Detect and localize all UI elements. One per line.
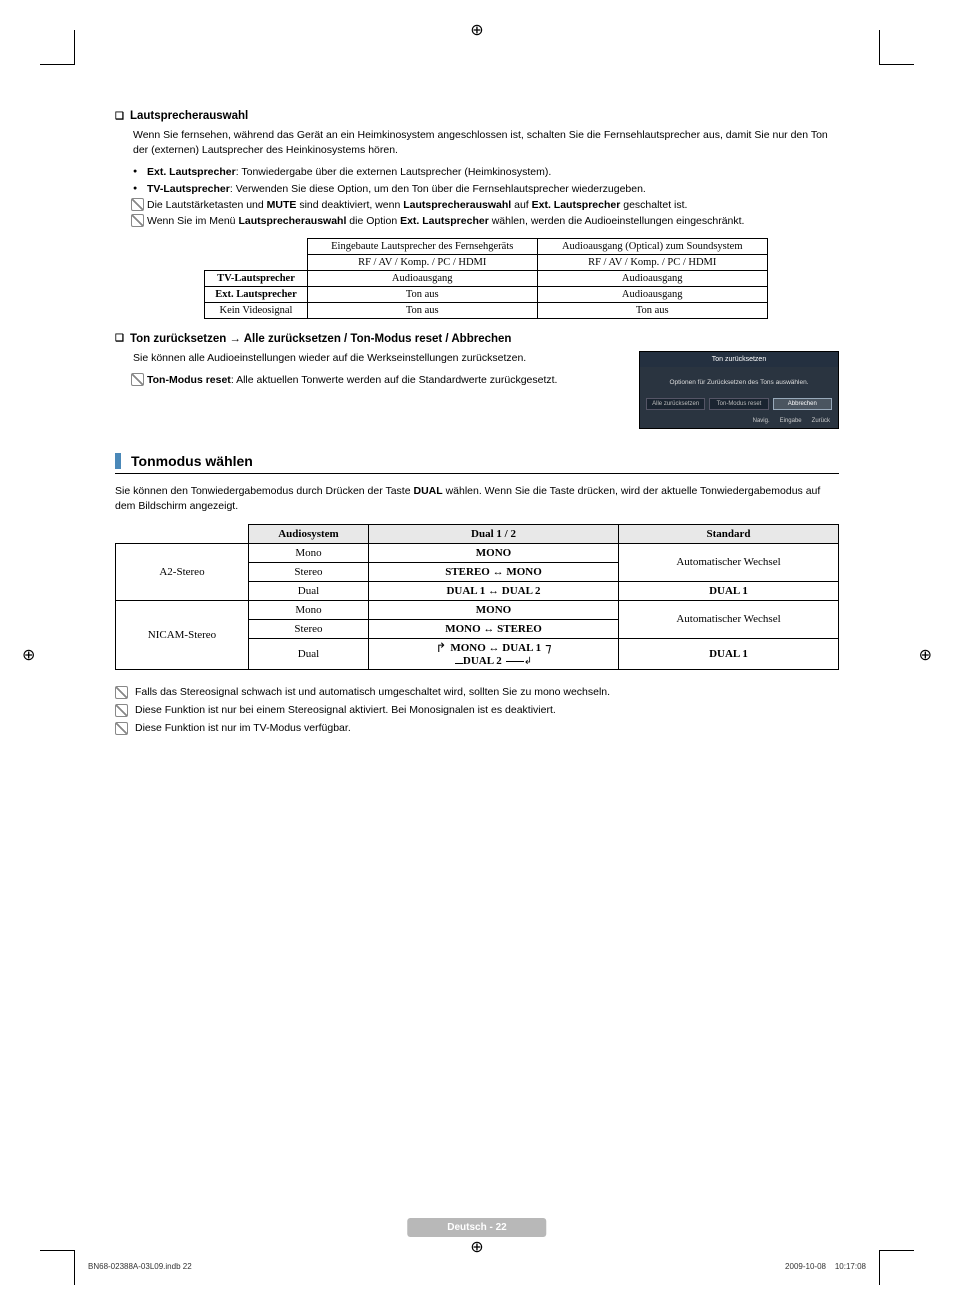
cell: DUAL 1 (619, 638, 839, 669)
osd-foot-enter: Eingabe (780, 418, 802, 424)
cell: Ton aus (537, 302, 767, 318)
bullet-text: : Verwenden Sie diese Option, um den Ton… (230, 183, 646, 195)
cell: Stereo (248, 562, 368, 581)
section-heading-reset: Ton zurücksetzen → Alle zurücksetzen / T… (115, 333, 839, 345)
cell: MONO (369, 543, 619, 562)
heading-text: Ton zurücksetzen → Alle zurücksetzen / T… (130, 333, 511, 345)
th-optical: Audioausgang (Optical) zum Soundsystem (537, 238, 767, 254)
end-notes: Falls das Stereosignal schwach ist und a… (115, 684, 839, 738)
note-menu: Wenn Sie im Menü Lautsprecherauswahl die… (133, 213, 839, 229)
cell: Ton aus (307, 286, 537, 302)
cell: Audioausgang (537, 270, 767, 286)
cell: Dual (248, 581, 368, 600)
bullet-text: : Tonwiedergabe über die externen Lautsp… (236, 166, 552, 178)
h2-paragraph: Sie können den Tonwiedergabemodus durch … (115, 484, 839, 514)
note-ton-modus-reset: Ton-Modus reset: Alle aktuellen Tonwerte… (133, 372, 625, 388)
cell: Ton aus (307, 302, 537, 318)
footer-file: BN68-02388A-03L09.indb 22 (88, 1262, 192, 1271)
bullet-lead: TV-Lautsprecher (147, 183, 230, 195)
cell: ↱MONO ↔ DUAL 1⁊ DUAL 2↲ (369, 638, 619, 669)
osd-message: Optionen für Zurücksetzen des Tons auswä… (640, 367, 838, 398)
heading-accent (115, 453, 121, 469)
footer-date: 2009-10-08 10:17:08 (785, 1262, 866, 1271)
cell: Audioausgang (307, 270, 537, 286)
note-tv-only: Diese Funktion ist nur im TV-Modus verfü… (115, 720, 839, 738)
crop-mark (40, 1250, 75, 1285)
cell: STEREO ↔ MONO (369, 562, 619, 581)
cell: MONO (369, 600, 619, 619)
note-stereo-weak: Falls das Stereosignal schwach ist und a… (115, 684, 839, 702)
cell: Automatischer Wechsel (619, 600, 839, 638)
cell: Automatischer Wechsel (619, 543, 839, 581)
th-sub: RF / AV / Komp. / PC / HDMI (307, 254, 537, 270)
th-sub: RF / AV / Komp. / PC / HDMI (537, 254, 767, 270)
type-a2: A2-Stereo (116, 543, 249, 600)
speaker-output-table: Eingebaute Lautsprecher des Fernsehgerät… (204, 238, 767, 319)
bullet-tv-lautsprecher: TV-Lautsprecher: Verwenden Sie diese Opt… (133, 181, 839, 197)
osd-foot-nav: Navig. (753, 418, 770, 424)
cell: Audioausgang (537, 286, 767, 302)
osd-btn-tonmodus[interactable]: Ton-Modus reset (709, 398, 768, 410)
row-label: Ext. Lautsprecher (205, 286, 307, 302)
note-stereo-only: Diese Funktion ist nur bei einem Stereos… (115, 702, 839, 720)
osd-dialog: Ton zurücksetzen Optionen für Zurücksetz… (639, 351, 839, 429)
crop-mark (879, 1250, 914, 1285)
bullet-ext-lautsprecher: Ext. Lautsprecher: Tonwiedergabe über di… (133, 164, 839, 180)
cell: Dual (248, 638, 368, 669)
imposition-footer: BN68-02388A-03L09.indb 22 2009-10-08 10:… (88, 1262, 866, 1271)
row-label: Kein Videosignal (205, 302, 307, 318)
h2-text: Tonmodus wählen (131, 453, 253, 469)
th-standard: Standard (619, 524, 839, 543)
note-mute: Die Lautstärketasten und MUTE sind deakt… (133, 197, 839, 213)
heading-text: Lautsprecherauswahl (130, 110, 248, 122)
reset-text: Sie können alle Audioeinstellungen wiede… (133, 351, 625, 366)
h2-heading: Tonmodus wählen (115, 453, 839, 474)
osd-btn-cancel[interactable]: Abbrechen (773, 398, 832, 410)
tonmodus-table: Audiosystem Dual 1 / 2 Standard A2-Stere… (115, 524, 839, 670)
osd-foot-back: Zurück (812, 418, 830, 424)
osd-btn-all[interactable]: Alle zurücksetzen (646, 398, 705, 410)
cell: DUAL 1 (619, 581, 839, 600)
cell: MONO ↔ STEREO (369, 619, 619, 638)
cell: DUAL 1 ↔ DUAL 2 (369, 581, 619, 600)
intro-paragraph: Wenn Sie fernsehen, während das Gerät an… (133, 128, 839, 158)
th-audiosystem: Audiosystem (248, 524, 368, 543)
osd-title: Ton zurücksetzen (640, 352, 838, 367)
cell: Mono (248, 600, 368, 619)
registration-icon: ⊕ (470, 1237, 483, 1257)
page-badge: Deutsch - 22 (407, 1218, 546, 1237)
cell: Stereo (248, 619, 368, 638)
cell: Mono (248, 543, 368, 562)
th-dual: Dual 1 / 2 (369, 524, 619, 543)
th-internal: Eingebaute Lautsprecher des Fernsehgerät… (307, 238, 537, 254)
type-nicam: NICAM-Stereo (116, 600, 249, 669)
section-heading-lautsprecher: Lautsprecherauswahl (115, 110, 839, 122)
row-label: TV-Lautsprecher (205, 270, 307, 286)
bullet-lead: Ext. Lautsprecher (147, 166, 236, 178)
